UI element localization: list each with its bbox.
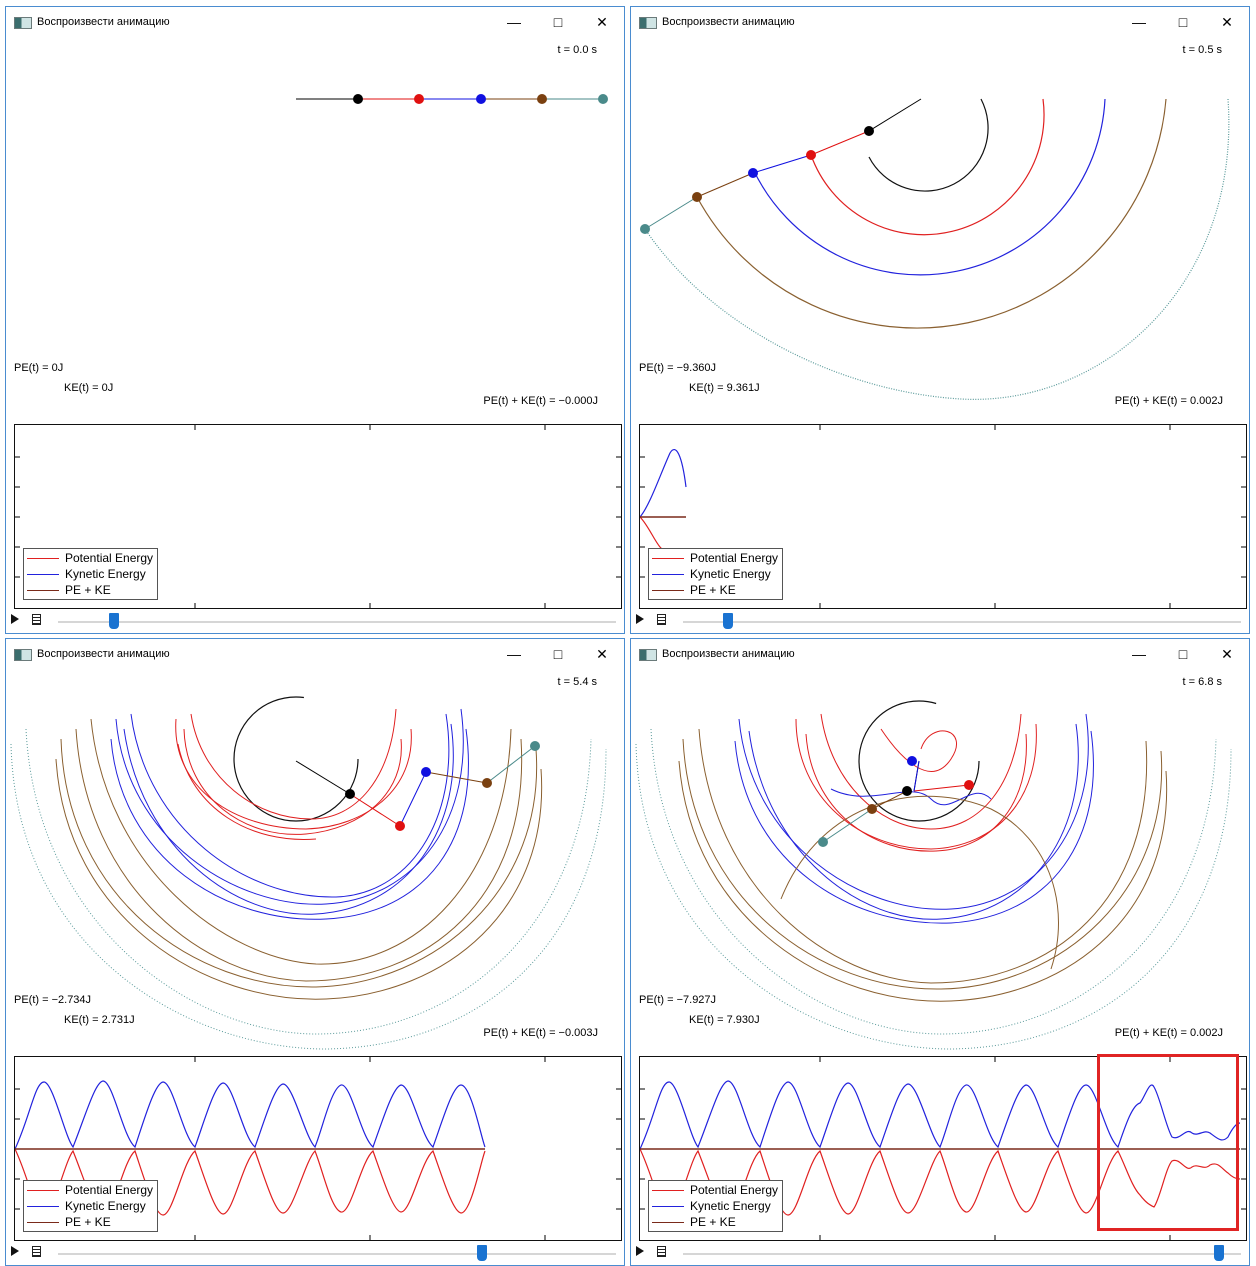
graph-legend: Potential Energy Kynetic Energy PE + KE [648, 548, 784, 600]
title-bar: Воспроизвести анимацию — □ ✕ [631, 639, 1249, 669]
document-icon[interactable] [32, 614, 41, 625]
title-bar: Воспроизвести анимацию — □ ✕ [6, 639, 624, 669]
timeline-track[interactable] [683, 1253, 1241, 1255]
window-title: Воспроизвести анимацию [37, 648, 170, 660]
timeline-slider[interactable] [477, 1245, 488, 1261]
maximize-button[interactable]: □ [1178, 14, 1188, 30]
maximize-button[interactable]: □ [553, 646, 563, 662]
pendulum-canvas [635, 700, 1232, 1050]
play-icon[interactable] [636, 614, 644, 624]
title-bar: Воспроизвести анимацию — □ ✕ [6, 7, 624, 37]
total-energy-readout: PE(t) + KE(t) = 0.002J [1114, 1027, 1223, 1039]
app-window-icon [14, 17, 32, 29]
legend-item-total: PE + KE [652, 1214, 778, 1230]
minimize-button[interactable]: — [507, 646, 521, 662]
graph-legend: Potential Energy Kynetic Energy PE + KE [23, 1180, 159, 1232]
timeline-slider[interactable] [108, 613, 119, 629]
pendulum-canvas [296, 94, 608, 104]
window-title: Воспроизвести анимацию [662, 16, 795, 28]
potential-energy-readout: PE(t) = −2.734J [14, 994, 92, 1006]
legend-item-potential: Potential Energy [652, 550, 778, 566]
app-window-icon [14, 649, 32, 661]
energy-graph: Potential Energy Kynetic Energy PE + KE [14, 1056, 622, 1241]
energy-graph: Potential Energy Kynetic Energy PE + KE [639, 424, 1247, 609]
timeline-track[interactable] [58, 621, 616, 623]
minimize-button[interactable]: — [507, 14, 521, 30]
legend-item-kinetic: Kynetic Energy [652, 566, 778, 582]
legend-item-kinetic: Kynetic Energy [652, 1198, 778, 1214]
app-window-icon [639, 17, 657, 29]
playback-bar [6, 609, 624, 633]
legend-item-potential: Potential Energy [27, 1182, 153, 1198]
play-icon[interactable] [636, 1246, 644, 1256]
potential-energy-readout: PE(t) = 0J [14, 362, 64, 374]
potential-energy-readout: PE(t) = −7.927J [639, 994, 717, 1006]
legend-item-potential: Potential Energy [652, 1182, 778, 1198]
playback-bar [631, 609, 1249, 633]
document-icon[interactable] [32, 1246, 41, 1257]
potential-energy-readout: PE(t) = −9.360J [639, 362, 717, 374]
legend-item-total: PE + KE [652, 582, 778, 598]
kinetic-energy-readout: KE(t) = 0J [64, 382, 114, 394]
app-window-2: Воспроизвести анимацию — □ ✕ t = 0.5 s P… [630, 6, 1250, 634]
kinetic-energy-readout: KE(t) = 2.731J [64, 1014, 135, 1026]
pendulum-canvas [10, 696, 607, 1050]
app-window-3: Воспроизвести анимацию — □ ✕ t = 5.4 s [5, 638, 625, 1266]
timeline-slider[interactable] [722, 613, 733, 629]
pendulum-canvas [640, 98, 1230, 400]
play-icon[interactable] [11, 614, 19, 624]
close-button[interactable]: ✕ [1221, 14, 1233, 30]
document-icon[interactable] [657, 614, 666, 625]
timeline-track[interactable] [683, 621, 1241, 623]
total-energy-readout: PE(t) + KE(t) = −0.003J [483, 1027, 598, 1039]
app-window-icon [639, 649, 657, 661]
time-label: t = 0.5 s [1182, 44, 1222, 56]
timeline-slider[interactable] [1213, 1245, 1224, 1261]
energy-graph: Potential Energy Kynetic Energy PE + KE [14, 424, 622, 609]
energy-graph: Potential Energy Kynetic Energy PE + KE [639, 1056, 1247, 1241]
minimize-button[interactable]: — [1132, 646, 1146, 662]
play-icon[interactable] [11, 1246, 19, 1256]
minimize-button[interactable]: — [1132, 14, 1146, 30]
playback-bar [631, 1241, 1249, 1265]
close-button[interactable]: ✕ [596, 14, 608, 30]
graph-legend: Potential Energy Kynetic Energy PE + KE [648, 1180, 784, 1232]
graph-legend: Potential Energy Kynetic Energy PE + KE [23, 548, 159, 600]
timeline-track[interactable] [58, 1253, 616, 1255]
maximize-button[interactable]: □ [553, 14, 563, 30]
time-label: t = 5.4 s [557, 676, 597, 688]
close-button[interactable]: ✕ [1221, 646, 1233, 662]
legend-item-kinetic: Kynetic Energy [27, 1198, 153, 1214]
window-title: Воспроизвести анимацию [662, 648, 795, 660]
title-bar: Воспроизвести анимацию — □ ✕ [631, 7, 1249, 37]
kinetic-energy-readout: KE(t) = 9.361J [689, 382, 760, 394]
legend-item-total: PE + KE [27, 1214, 153, 1230]
highlight-box [1097, 1054, 1239, 1231]
app-window-1: Воспроизвести анимацию — □ ✕ t = 0.0 s P… [5, 6, 625, 634]
close-button[interactable]: ✕ [596, 646, 608, 662]
window-title: Воспроизвести анимацию [37, 16, 170, 28]
document-icon[interactable] [657, 1246, 666, 1257]
playback-bar [6, 1241, 624, 1265]
legend-item-total: PE + KE [27, 582, 153, 598]
legend-item-potential: Potential Energy [27, 550, 153, 566]
maximize-button[interactable]: □ [1178, 646, 1188, 662]
legend-item-kinetic: Kynetic Energy [27, 566, 153, 582]
total-energy-readout: PE(t) + KE(t) = −0.000J [483, 395, 598, 407]
app-window-4: Воспроизвести анимацию — □ ✕ t = 6.8 s [630, 638, 1250, 1266]
time-label: t = 6.8 s [1182, 676, 1222, 688]
total-energy-readout: PE(t) + KE(t) = 0.002J [1114, 395, 1223, 407]
kinetic-energy-readout: KE(t) = 7.930J [689, 1014, 760, 1026]
time-label: t = 0.0 s [557, 44, 597, 56]
